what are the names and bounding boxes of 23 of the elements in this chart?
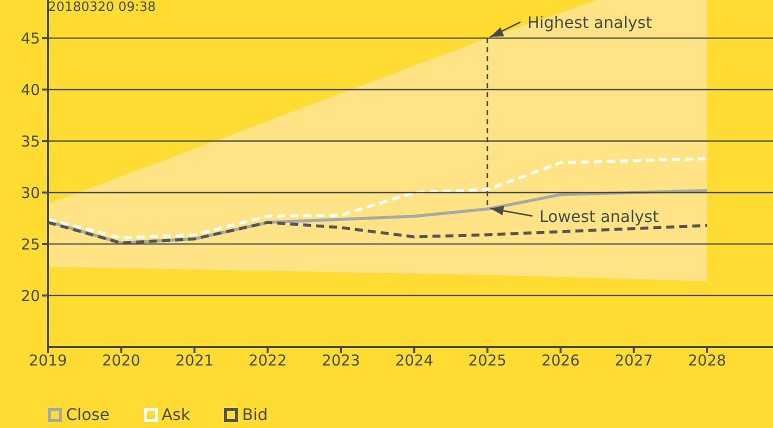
x-tick-label: 2019 [28, 352, 68, 370]
x-tick-label: 2023 [322, 352, 360, 370]
x-tick-label: 2024 [395, 352, 434, 370]
x-tick-label: 2022 [248, 352, 287, 370]
x-tick-label: 2028 [688, 352, 726, 370]
legend-label: Close [66, 405, 110, 424]
annotation: Lowest analyst [539, 206, 659, 226]
y-tick-label: 20 [20, 286, 40, 305]
x-tick-label: 2021 [175, 352, 214, 370]
x-tick-label: 2026 [542, 352, 580, 370]
x-tick-label: 2025 [468, 352, 506, 370]
legend-label: Bid [242, 405, 268, 424]
chart-title: 20180320 09:38 [48, 0, 156, 15]
y-tick-label: 45 [20, 29, 40, 48]
annotation: Highest analyst [527, 13, 652, 32]
x-tick-label: 2020 [102, 352, 140, 370]
legend-label: Ask [162, 405, 190, 424]
x-tick-label: 2027 [614, 352, 653, 370]
y-tick-label: 35 [20, 132, 40, 150]
y-tick-label: 40 [20, 80, 40, 99]
y-tick-label: 30 [20, 184, 40, 202]
y-tick-label: 25 [20, 235, 40, 254]
line-series [48, 157, 709, 240]
